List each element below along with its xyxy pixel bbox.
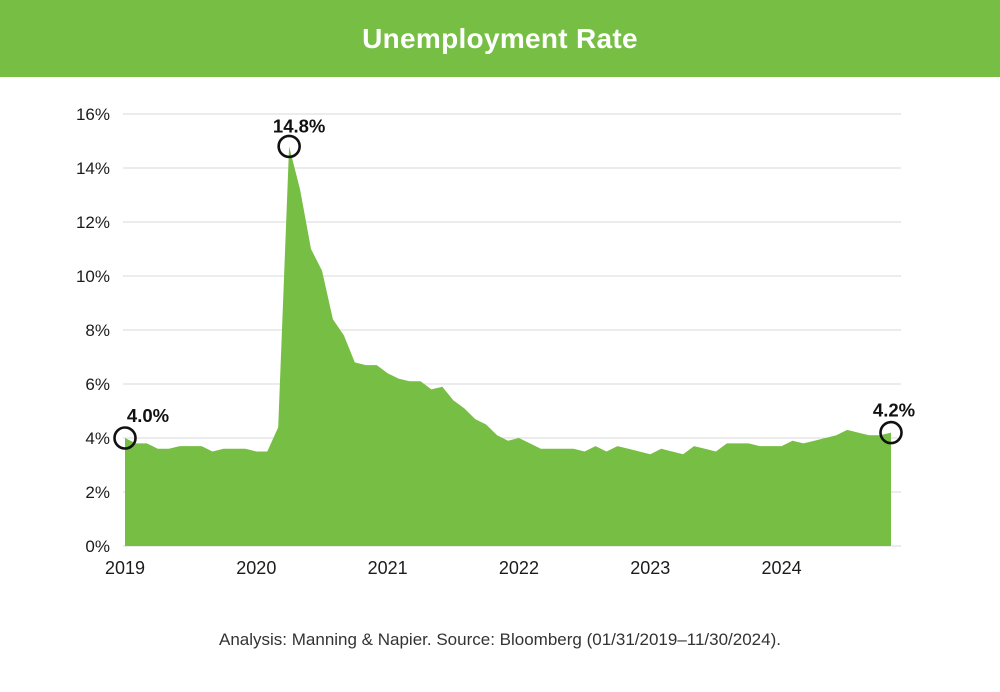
y-tick-label: 14% — [76, 159, 110, 178]
y-tick-label: 10% — [76, 267, 110, 286]
annotation-label: 14.8% — [273, 115, 325, 136]
y-tick-label: 12% — [76, 213, 110, 232]
y-tick-label: 16% — [76, 105, 110, 124]
chart-title-bar: Unemployment Rate — [0, 0, 1000, 77]
annotation-marker — [113, 426, 137, 450]
unemployment-area — [125, 146, 891, 546]
annotation-label: 4.0% — [127, 405, 169, 426]
y-tick-label: 6% — [85, 375, 110, 394]
x-tick-label: 2019 — [105, 558, 145, 578]
y-tick-label: 0% — [85, 537, 110, 556]
x-tick-label: 2020 — [236, 558, 276, 578]
x-tick-label: 2024 — [762, 558, 802, 578]
annotation-marker — [879, 420, 903, 445]
x-axis-labels: 2019 2020 2021 2022 2023 2024 — [105, 558, 802, 578]
chart-title: Unemployment Rate — [362, 22, 638, 54]
source-note: Analysis: Manning & Napier. Source: Bloo… — [219, 630, 781, 649]
annotations: 4.0% 14.8% 4.2% — [113, 115, 915, 450]
y-tick-label: 8% — [85, 321, 110, 340]
y-tick-label: 2% — [85, 483, 110, 502]
y-axis-labels: 0% 2% 4% 6% 8% 10% 12% 14% 16% — [76, 105, 110, 556]
y-tick-label: 4% — [85, 429, 110, 448]
unemployment-area-chart: 0%2%4%6%8%10%12%14%16% 2019 2020 2021 2022 2… — [76, 105, 915, 578]
x-tick-label: 2023 — [630, 558, 670, 578]
annotation-label: 4.2% — [873, 400, 915, 421]
x-tick-label: 2021 — [368, 558, 408, 578]
x-tick-label: 2022 — [499, 558, 539, 578]
annotation-marker — [277, 134, 301, 159]
area-series — [125, 146, 891, 546]
